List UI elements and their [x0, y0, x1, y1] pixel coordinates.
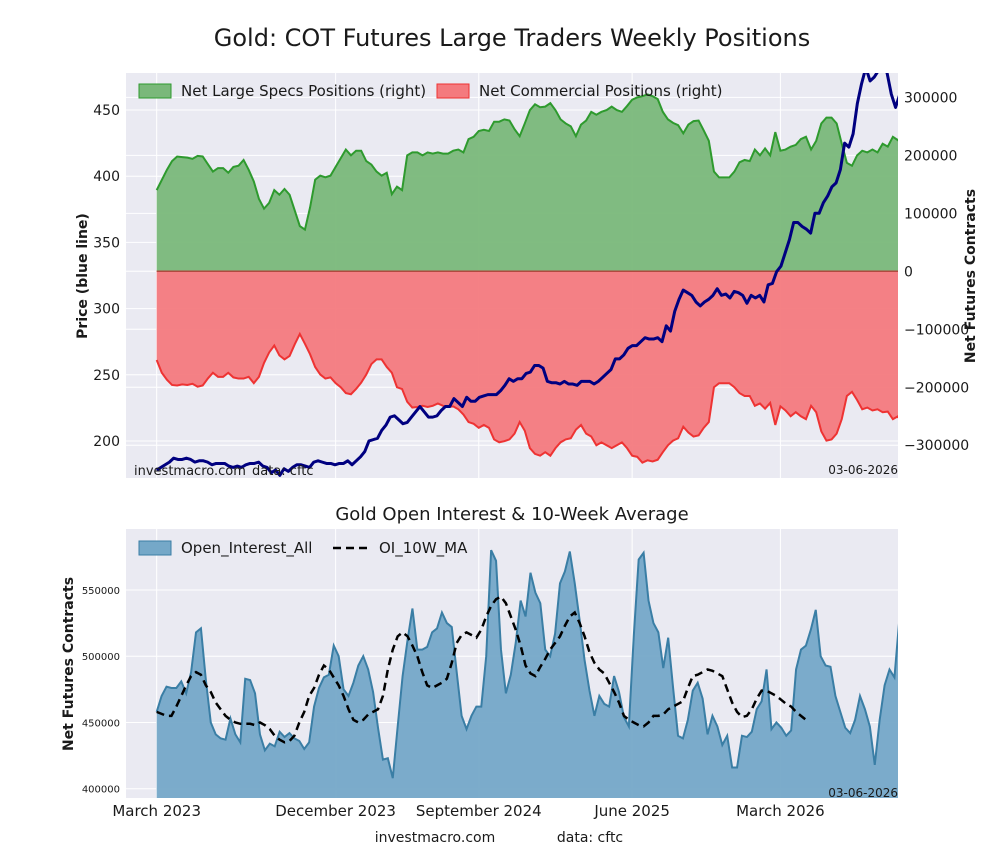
open-interest-panel: Gold Open Interest & 10-Week Average 400…: [61, 504, 898, 820]
oi-10w-ma-line: [156, 594, 807, 744]
price-tick-label: 200: [93, 434, 120, 450]
open-interest-legend: Open_Interest_All OI_10W_MA: [138, 539, 468, 558]
open-interest-title: Gold Open Interest & 10-Week Average: [335, 504, 688, 525]
date-tick-label: December 2023: [275, 802, 396, 820]
price-line: [155, 73, 898, 477]
figure-title: Gold: COT Futures Large Traders Weekly P…: [214, 24, 810, 52]
price-axis-ticks: 200 250 300 350 400 450: [93, 103, 120, 450]
open-interest-y-ticks: 400000 450000 500000 550000: [82, 586, 120, 796]
footer-data: data: cftc: [557, 830, 623, 846]
legend-oi-label: Open_Interest_All: [181, 539, 312, 558]
contracts-tick-label: 100000: [904, 206, 957, 222]
legend-oi-swatch: [138, 540, 172, 556]
net-commercial-line: [155, 331, 898, 464]
open-interest-y-label: Net Futures Contracts: [61, 577, 77, 751]
positions-date-stamp: 03-06-2026: [828, 463, 898, 477]
date-tick-label: June 2025: [593, 802, 670, 820]
net-commercial-area: [156, 271, 898, 463]
legend-commercial-swatch: [436, 83, 470, 99]
price-tick-label: 250: [93, 368, 120, 384]
open-interest-tick-label: 450000: [82, 718, 120, 729]
contracts-tick-label: −300000: [904, 438, 969, 454]
date-tick-label: March 2023: [112, 802, 201, 820]
open-interest-area: [156, 550, 898, 798]
price-tick-label: 350: [93, 235, 120, 251]
positions-panel: 200 250 300 350 400 450 −300000 −200000 −100000…: [75, 73, 979, 479]
open-interest-tick-label: 550000: [82, 586, 120, 597]
price-tick-label: 300: [93, 302, 120, 318]
legend-commercial-label: Net Commercial Positions (right): [479, 82, 723, 100]
watermark-site: investmacro.com: [134, 464, 246, 479]
footer-site: investmacro.com: [375, 830, 495, 846]
legend-ma-label: OI_10W_MA: [379, 539, 468, 558]
contracts-tick-label: 200000: [904, 148, 957, 164]
legend-specs-label: Net Large Specs Positions (right): [181, 82, 426, 100]
contracts-tick-label: 0: [904, 264, 913, 280]
open-interest-date-stamp: 03-06-2026: [828, 786, 898, 800]
positions-legend: Net Large Specs Positions (right) Net Co…: [138, 82, 723, 100]
open-interest-tick-label: 400000: [82, 785, 120, 796]
price-tick-label: 400: [93, 169, 120, 185]
net-large-specs-area: [156, 94, 898, 272]
contracts-axis-label: Net Futures Contracts: [963, 189, 979, 363]
open-interest-tick-label: 500000: [82, 652, 120, 663]
date-axis-ticks: March 2023 December 2023 September 2024 Jun…: [112, 802, 824, 820]
price-tick-label: 450: [93, 103, 120, 119]
legend-specs-swatch: [138, 83, 172, 99]
watermark-data: data: cftc: [252, 464, 314, 479]
open-interest-line: [155, 549, 898, 779]
contracts-tick-label: 300000: [904, 90, 957, 106]
date-tick-label: March 2026: [736, 802, 825, 820]
date-tick-label: September 2024: [416, 802, 542, 820]
contracts-axis-ticks: −300000 −200000 −100000 0 100000 200000 300000: [904, 90, 969, 454]
contracts-tick-label: −200000: [904, 380, 969, 396]
net-large-specs-line: [155, 93, 898, 232]
contracts-tick-label: −100000: [904, 322, 969, 338]
price-axis-label: Price (blue line): [75, 213, 91, 339]
